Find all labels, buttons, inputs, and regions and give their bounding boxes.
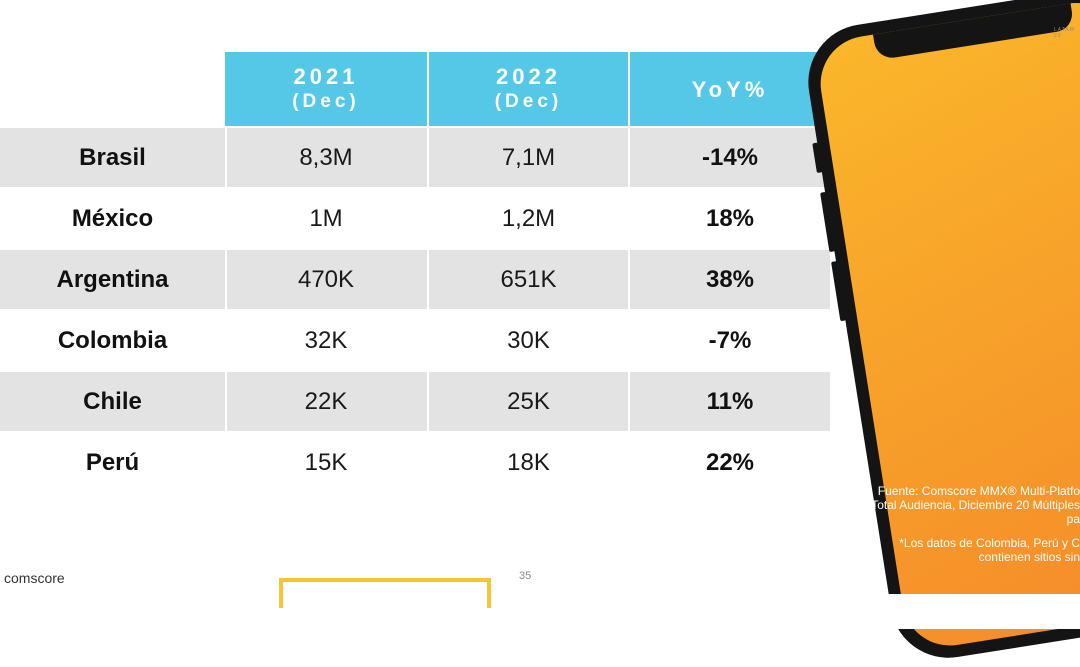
column-divider xyxy=(427,433,429,492)
cell-country: Perú xyxy=(85,448,140,476)
column-divider xyxy=(225,250,227,309)
cell-yoy: 11% xyxy=(706,387,754,415)
header-yoy-label: YoY% xyxy=(691,76,769,102)
header-yoy: YoY% xyxy=(630,52,830,126)
column-divider xyxy=(225,372,227,431)
page-number: 35 xyxy=(519,570,532,582)
cell-v2022: 651K xyxy=(500,265,557,293)
cell-v2021: 32K xyxy=(304,326,348,354)
cell-v2021: 22K xyxy=(304,387,348,415)
cell-yoy: -14% xyxy=(701,143,759,171)
cell-v2021: 1M xyxy=(309,204,343,232)
column-divider xyxy=(628,311,630,370)
column-divider xyxy=(628,128,630,187)
cell-v2021: 15K xyxy=(304,448,348,476)
table-row: Chile 22K 25K 11% xyxy=(0,372,830,431)
column-divider xyxy=(628,433,630,492)
comscore-logo: comscore xyxy=(4,570,65,586)
cell-v2022: 1,2M xyxy=(501,204,556,232)
table-row: Argentina 470K 651K 38% xyxy=(0,250,830,309)
source-text: Fuente: Comscore MMX® Multi-Platfo Total… xyxy=(871,484,1080,526)
cell-v2022: 18K xyxy=(507,448,550,476)
cell-yoy: 22% xyxy=(705,448,755,476)
cell-yoy: -7% xyxy=(708,326,752,354)
cell-v2022: 7,1M xyxy=(501,143,556,171)
header-2021: 2021 (Dec) xyxy=(225,52,427,126)
header-2022: 2022 (Dec) xyxy=(429,52,628,126)
column-divider xyxy=(628,189,630,248)
column-divider xyxy=(225,189,227,248)
column-divider xyxy=(225,128,227,187)
phone-illustration xyxy=(800,0,1080,667)
column-divider xyxy=(225,433,227,492)
phone-volume-down xyxy=(831,261,847,322)
column-divider xyxy=(427,250,429,309)
cell-country: Colombia xyxy=(57,326,168,354)
cell-yoy: 38% xyxy=(705,265,755,293)
table-row: Brasil 8,3M 7,1M -14% xyxy=(0,128,830,187)
note-text: *Los datos de Colombia, Perú y C contien… xyxy=(899,536,1080,564)
cell-country: Brasil xyxy=(79,143,146,171)
cell-v2021: 8,3M xyxy=(299,143,353,171)
header-2022-sub: (Dec) xyxy=(494,91,563,112)
cell-v2022: 30K xyxy=(507,326,550,354)
column-divider xyxy=(427,128,429,187)
header-2021-sub: (Dec) xyxy=(292,91,360,112)
cell-yoy: 18% xyxy=(705,204,755,232)
column-divider xyxy=(427,189,429,248)
column-divider xyxy=(628,250,630,309)
cell-country: Argentina xyxy=(56,265,169,293)
table-row: México 1M 1,2M 18% xyxy=(0,189,830,248)
column-divider xyxy=(225,311,227,370)
bottom-area xyxy=(0,594,1080,629)
cell-country: México xyxy=(71,204,154,232)
table-row: Colombia 32K 30K -7% xyxy=(0,311,830,370)
header-2022-year: 2022 xyxy=(496,64,561,89)
column-divider xyxy=(628,372,630,431)
cell-v2022: 25K xyxy=(507,387,550,415)
yellow-frame xyxy=(279,578,491,608)
header-2021-year: 2021 xyxy=(293,64,359,89)
column-divider xyxy=(427,311,429,370)
cell-country: Chile xyxy=(83,387,142,415)
table-row: Perú 15K 18K 22% xyxy=(0,433,830,492)
top-label: LATAM 20 xyxy=(1054,27,1075,39)
cell-v2021: 470K xyxy=(297,265,355,293)
column-divider xyxy=(427,372,429,431)
phone-notch xyxy=(872,3,1075,61)
